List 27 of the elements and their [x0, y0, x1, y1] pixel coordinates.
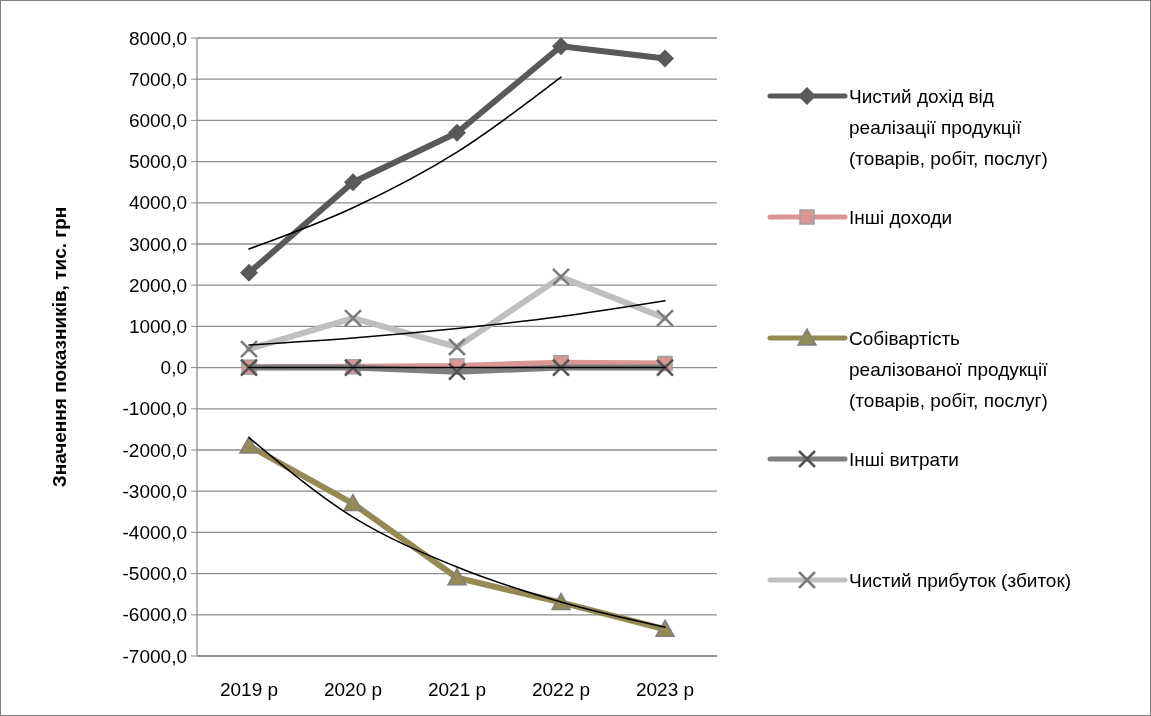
- y-tick-label: 3000,0: [128, 233, 187, 255]
- y-tick-label: -3000,0: [122, 480, 187, 502]
- y-tick-label: 8000,0: [128, 27, 187, 49]
- y-tick-label: 5000,0: [128, 151, 187, 173]
- y-tick-label: 1000,0: [128, 316, 187, 338]
- y-tick-label: 2000,0: [128, 274, 187, 296]
- x-tick-label: 2020 р: [323, 679, 383, 700]
- y-tick-label: -5000,0: [122, 563, 187, 585]
- x-tick-label: 2023 р: [635, 679, 695, 700]
- y-tick-label: -7000,0: [122, 645, 187, 667]
- y-axis-title: Значення показників, тис. грн: [49, 206, 70, 488]
- legend-label: Чистий прибуток (збиток): [849, 569, 1072, 591]
- x-tick-label: 2019 р: [219, 679, 279, 700]
- legend-label: Чистий дохід від реалізації продукції (товарів, робіт, послуг): [849, 85, 1048, 169]
- y-tick-label: 4000,0: [128, 192, 187, 214]
- y-tick-label: -4000,0: [122, 522, 187, 544]
- y-tick-label: -2000,0: [122, 439, 187, 461]
- y-tick-label: -6000,0: [122, 604, 187, 626]
- y-tick-label: 0,0: [160, 357, 187, 379]
- y-tick-label: -1000,0: [122, 398, 187, 420]
- legend-label: Собівартість реалізованої продукції (товарів, робіт, послуг): [849, 327, 1049, 411]
- x-tick-label: 2022 р: [531, 679, 591, 700]
- y-tick-label: 7000,0: [128, 68, 187, 90]
- legend-label: Інші витрати: [849, 448, 959, 470]
- legend-label: Інші доходи: [849, 206, 953, 228]
- x-tick-label: 2021 р: [427, 679, 487, 700]
- y-tick-label: 6000,0: [128, 110, 187, 132]
